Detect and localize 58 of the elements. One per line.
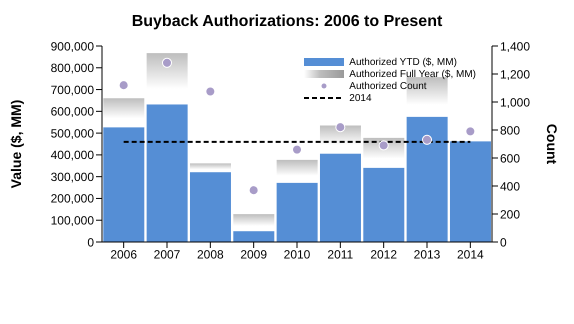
y-tick-label: 600,000	[50, 104, 94, 119]
bar	[450, 141, 491, 242]
y-tick-label: 200,000	[50, 192, 94, 206]
x-tick-label: 2006	[110, 248, 138, 262]
y-tick-label: 300,000	[50, 170, 94, 184]
point	[205, 86, 216, 97]
legend-label: Authorized Full Year ($, MM)	[349, 68, 476, 80]
bar	[190, 163, 231, 172]
y2-tick-label: 0	[500, 235, 507, 250]
y-tick-label: 900,000	[50, 39, 94, 54]
y-tick-label: 700,000	[50, 82, 94, 97]
y-tick-label: 400,000	[50, 148, 94, 162]
x-tick-label: 2011	[327, 248, 354, 262]
bar	[406, 116, 448, 242]
bar	[320, 154, 361, 242]
legend-label: Authorized Count	[349, 80, 427, 92]
bar	[233, 231, 274, 242]
bar	[363, 168, 404, 242]
y-axis-title: Value ($, MM)	[8, 100, 24, 188]
y2-tick-label: 200	[500, 207, 520, 222]
bar	[146, 104, 188, 242]
y-tick-label: 500,000	[50, 126, 94, 140]
x-tick-label: 2009	[240, 248, 268, 262]
legend-label: 2014	[349, 92, 372, 104]
point	[118, 80, 129, 90]
x-tick-label: 2010	[284, 248, 311, 262]
x-tick-label: 2012	[370, 248, 398, 262]
y2-axis-title: Count	[544, 124, 560, 165]
y2-tick-label: 1,400	[500, 39, 530, 54]
y2-tick-label: 1,200	[500, 67, 530, 82]
bar	[146, 53, 188, 104]
x-tick-label: 2007	[154, 248, 181, 262]
point	[422, 134, 432, 145]
y2-tick-label: 400	[500, 179, 520, 194]
point	[335, 122, 346, 132]
point	[378, 140, 389, 150]
bar	[233, 214, 274, 232]
x-tick-label: 2013	[414, 248, 441, 262]
y-tick-label: 800,000	[50, 61, 94, 76]
point	[292, 144, 302, 155]
bar	[103, 98, 144, 128]
chart-title: Buyback Authorizations: 2006 to Present	[130, 12, 444, 32]
bar	[190, 172, 231, 242]
point	[248, 185, 259, 196]
y-tick-label: 100,000	[50, 213, 94, 228]
x-tick-label: 2014	[456, 248, 484, 262]
y2-tick-label: 1,000	[500, 95, 530, 110]
y2-tick-label: 600	[500, 151, 520, 166]
legend-label: Authorized YTD ($, MM)	[349, 56, 457, 68]
y2-tick-label: 800	[500, 123, 520, 138]
point	[162, 58, 172, 68]
bar	[276, 160, 318, 183]
bar	[103, 127, 144, 242]
bar	[276, 182, 318, 242]
x-tick-label: 2008	[196, 248, 224, 262]
point	[465, 126, 476, 136]
y-tick-label: 0	[87, 235, 94, 250]
bar	[320, 125, 361, 154]
